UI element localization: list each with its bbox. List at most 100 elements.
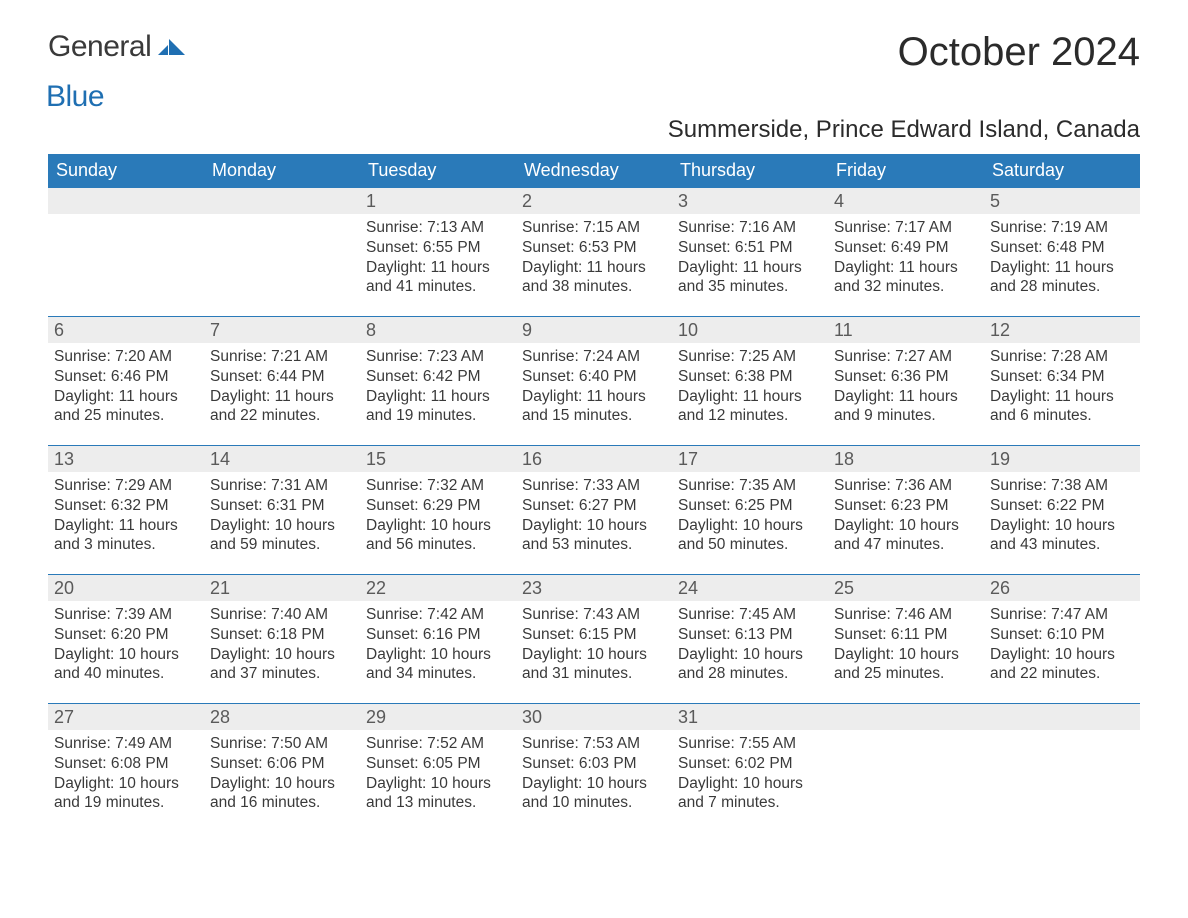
day-number — [48, 188, 204, 214]
day-cell: 16Sunrise: 7:33 AMSunset: 6:27 PMDayligh… — [516, 446, 672, 574]
sunset-line: Sunset: 6:48 PM — [990, 238, 1134, 258]
sunset-line: Sunset: 6:06 PM — [210, 754, 354, 774]
day-detail: Sunrise: 7:33 AMSunset: 6:27 PMDaylight:… — [516, 472, 672, 561]
weekday-header: Monday — [204, 154, 360, 187]
day-cell: 10Sunrise: 7:25 AMSunset: 6:38 PMDayligh… — [672, 317, 828, 445]
day-number: 3 — [672, 188, 828, 214]
day-cell: 23Sunrise: 7:43 AMSunset: 6:15 PMDayligh… — [516, 575, 672, 703]
day-detail: Sunrise: 7:52 AMSunset: 6:05 PMDaylight:… — [360, 730, 516, 819]
day-detail: Sunrise: 7:21 AMSunset: 6:44 PMDaylight:… — [204, 343, 360, 432]
day-cell: 31Sunrise: 7:55 AMSunset: 6:02 PMDayligh… — [672, 704, 828, 832]
sunrise-line: Sunrise: 7:13 AM — [366, 218, 510, 238]
weekday-header: Friday — [828, 154, 984, 187]
day-cell: 12Sunrise: 7:28 AMSunset: 6:34 PMDayligh… — [984, 317, 1140, 445]
day-detail: Sunrise: 7:40 AMSunset: 6:18 PMDaylight:… — [204, 601, 360, 690]
day-number: 24 — [672, 575, 828, 601]
daylight-line: Daylight: 10 hours and 16 minutes. — [210, 774, 354, 814]
day-detail: Sunrise: 7:50 AMSunset: 6:06 PMDaylight:… — [204, 730, 360, 819]
day-detail: Sunrise: 7:23 AMSunset: 6:42 PMDaylight:… — [360, 343, 516, 432]
week-row: 27Sunrise: 7:49 AMSunset: 6:08 PMDayligh… — [48, 703, 1140, 832]
daylight-line: Daylight: 11 hours and 3 minutes. — [54, 516, 198, 556]
daylight-line: Daylight: 10 hours and 25 minutes. — [834, 645, 978, 685]
sunrise-line: Sunrise: 7:24 AM — [522, 347, 666, 367]
day-detail — [48, 214, 204, 304]
daylight-line: Daylight: 10 hours and 31 minutes. — [522, 645, 666, 685]
weekday-header: Wednesday — [516, 154, 672, 187]
day-cell: 27Sunrise: 7:49 AMSunset: 6:08 PMDayligh… — [48, 704, 204, 832]
week-row: 6Sunrise: 7:20 AMSunset: 6:46 PMDaylight… — [48, 316, 1140, 445]
sunset-line: Sunset: 6:55 PM — [366, 238, 510, 258]
sunset-line: Sunset: 6:11 PM — [834, 625, 978, 645]
day-cell: 24Sunrise: 7:45 AMSunset: 6:13 PMDayligh… — [672, 575, 828, 703]
day-cell: 13Sunrise: 7:29 AMSunset: 6:32 PMDayligh… — [48, 446, 204, 574]
sunrise-line: Sunrise: 7:55 AM — [678, 734, 822, 754]
day-number — [984, 704, 1140, 730]
day-cell: 21Sunrise: 7:40 AMSunset: 6:18 PMDayligh… — [204, 575, 360, 703]
sunrise-line: Sunrise: 7:39 AM — [54, 605, 198, 625]
day-detail: Sunrise: 7:43 AMSunset: 6:15 PMDaylight:… — [516, 601, 672, 690]
daylight-line: Daylight: 10 hours and 53 minutes. — [522, 516, 666, 556]
weekday-header: Sunday — [48, 154, 204, 187]
sunrise-line: Sunrise: 7:33 AM — [522, 476, 666, 496]
day-number: 28 — [204, 704, 360, 730]
sunset-line: Sunset: 6:13 PM — [678, 625, 822, 645]
day-cell: 2Sunrise: 7:15 AMSunset: 6:53 PMDaylight… — [516, 188, 672, 316]
weekday-header: Thursday — [672, 154, 828, 187]
sunset-line: Sunset: 6:40 PM — [522, 367, 666, 387]
daylight-line: Daylight: 10 hours and 28 minutes. — [678, 645, 822, 685]
day-number: 8 — [360, 317, 516, 343]
daylight-line: Daylight: 10 hours and 37 minutes. — [210, 645, 354, 685]
sunrise-line: Sunrise: 7:43 AM — [522, 605, 666, 625]
day-number: 11 — [828, 317, 984, 343]
week-row: 1Sunrise: 7:13 AMSunset: 6:55 PMDaylight… — [48, 187, 1140, 316]
day-number: 25 — [828, 575, 984, 601]
sunset-line: Sunset: 6:36 PM — [834, 367, 978, 387]
sunrise-line: Sunrise: 7:15 AM — [522, 218, 666, 238]
sunrise-line: Sunrise: 7:28 AM — [990, 347, 1134, 367]
day-number: 13 — [48, 446, 204, 472]
day-cell: 28Sunrise: 7:50 AMSunset: 6:06 PMDayligh… — [204, 704, 360, 832]
sunset-line: Sunset: 6:25 PM — [678, 496, 822, 516]
day-cell: 3Sunrise: 7:16 AMSunset: 6:51 PMDaylight… — [672, 188, 828, 316]
sunset-line: Sunset: 6:29 PM — [366, 496, 510, 516]
brand-word-blue: Blue — [46, 80, 104, 113]
day-cell: 18Sunrise: 7:36 AMSunset: 6:23 PMDayligh… — [828, 446, 984, 574]
sunrise-line: Sunrise: 7:25 AM — [678, 347, 822, 367]
sunrise-line: Sunrise: 7:36 AM — [834, 476, 978, 496]
day-detail: Sunrise: 7:13 AMSunset: 6:55 PMDaylight:… — [360, 214, 516, 303]
weekday-header-row: SundayMondayTuesdayWednesdayThursdayFrid… — [48, 154, 1140, 187]
day-cell — [48, 188, 204, 316]
daylight-line: Daylight: 10 hours and 40 minutes. — [54, 645, 198, 685]
sunrise-line: Sunrise: 7:20 AM — [54, 347, 198, 367]
day-number: 4 — [828, 188, 984, 214]
day-number: 6 — [48, 317, 204, 343]
day-cell: 29Sunrise: 7:52 AMSunset: 6:05 PMDayligh… — [360, 704, 516, 832]
day-detail — [204, 214, 360, 304]
day-cell — [204, 188, 360, 316]
day-detail — [828, 730, 984, 820]
day-cell — [984, 704, 1140, 832]
day-number: 9 — [516, 317, 672, 343]
sunset-line: Sunset: 6:02 PM — [678, 754, 822, 774]
day-number: 30 — [516, 704, 672, 730]
daylight-line: Daylight: 11 hours and 35 minutes. — [678, 258, 822, 298]
sunrise-line: Sunrise: 7:40 AM — [210, 605, 354, 625]
day-detail: Sunrise: 7:45 AMSunset: 6:13 PMDaylight:… — [672, 601, 828, 690]
day-cell: 14Sunrise: 7:31 AMSunset: 6:31 PMDayligh… — [204, 446, 360, 574]
day-number — [204, 188, 360, 214]
week-row: 20Sunrise: 7:39 AMSunset: 6:20 PMDayligh… — [48, 574, 1140, 703]
day-detail: Sunrise: 7:32 AMSunset: 6:29 PMDaylight:… — [360, 472, 516, 561]
sunset-line: Sunset: 6:31 PM — [210, 496, 354, 516]
sunrise-line: Sunrise: 7:52 AM — [366, 734, 510, 754]
day-cell: 22Sunrise: 7:42 AMSunset: 6:16 PMDayligh… — [360, 575, 516, 703]
sunrise-line: Sunrise: 7:31 AM — [210, 476, 354, 496]
day-detail: Sunrise: 7:35 AMSunset: 6:25 PMDaylight:… — [672, 472, 828, 561]
day-detail: Sunrise: 7:46 AMSunset: 6:11 PMDaylight:… — [828, 601, 984, 690]
sunrise-line: Sunrise: 7:23 AM — [366, 347, 510, 367]
sunrise-line: Sunrise: 7:17 AM — [834, 218, 978, 238]
sunset-line: Sunset: 6:53 PM — [522, 238, 666, 258]
sunrise-line: Sunrise: 7:53 AM — [522, 734, 666, 754]
daylight-line: Daylight: 10 hours and 22 minutes. — [990, 645, 1134, 685]
day-cell: 1Sunrise: 7:13 AMSunset: 6:55 PMDaylight… — [360, 188, 516, 316]
day-detail: Sunrise: 7:15 AMSunset: 6:53 PMDaylight:… — [516, 214, 672, 303]
